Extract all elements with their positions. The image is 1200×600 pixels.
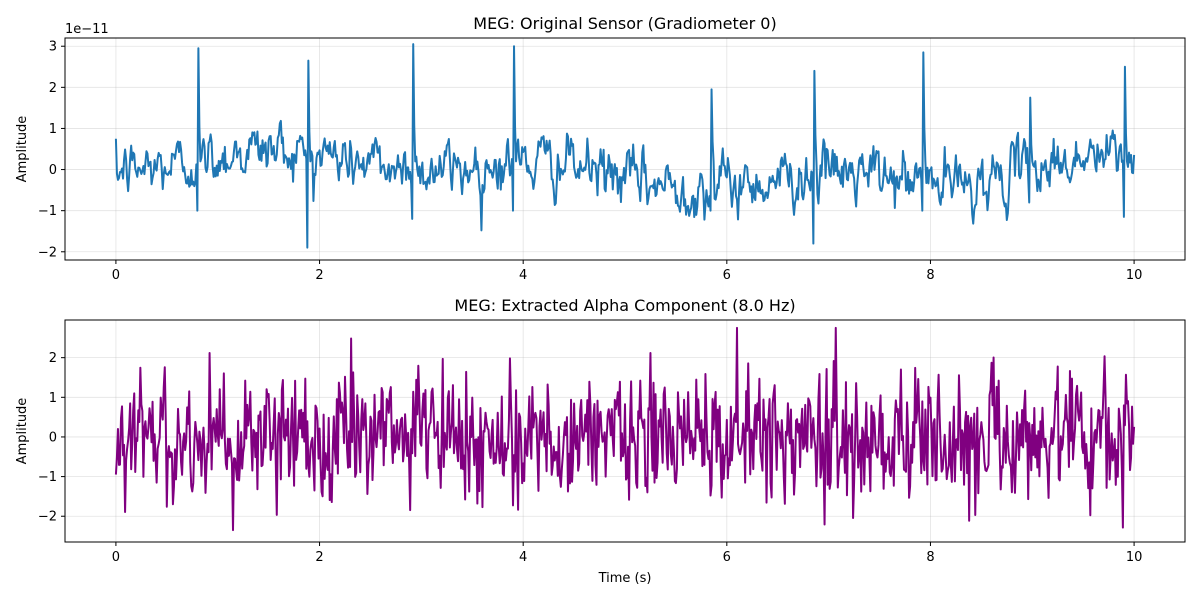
x-tick-label: 6 (723, 268, 731, 283)
bottom-axes-frame (64, 319, 1186, 543)
x-tick-label: 2 (315, 268, 323, 283)
y-tick-label: 2 (49, 81, 57, 96)
y-tick-label: 2 (49, 351, 57, 366)
x-tick-label: 4 (519, 268, 527, 283)
y-tick-label: −2 (38, 245, 57, 260)
x-tick-label: 0 (112, 268, 120, 283)
y-tick-label: 1 (49, 122, 57, 137)
x-tick-label: 2 (315, 550, 323, 565)
y-tick-label: −1 (38, 470, 57, 485)
bottom-x-axis-label: Time (s) (598, 571, 652, 586)
y-tick-label: 0 (49, 163, 57, 178)
top-ticks: 0 2 4 6 8 10 −2 −1 0 1 2 3 (38, 40, 1143, 283)
y-tick-label: −2 (38, 510, 57, 525)
x-tick-label: 4 (519, 550, 527, 565)
x-tick-label: 8 (926, 550, 934, 565)
x-tick-label: 10 (1126, 268, 1143, 283)
sensor-signal-line (114, 43, 1136, 249)
bottom-chart-title: MEG: Extracted Alpha Component (8.0 Hz) (454, 296, 795, 315)
bottom-y-axis-label: Amplitude (15, 398, 30, 465)
top-series (114, 43, 1136, 249)
x-tick-label: 8 (926, 268, 934, 283)
x-tick-label: 10 (1126, 550, 1143, 565)
x-tick-label: 6 (723, 550, 731, 565)
x-tick-label: 0 (112, 550, 120, 565)
y-tick-label: 3 (49, 40, 57, 55)
top-offset-text: 1e−11 (65, 22, 109, 37)
bottom-ticks: 0 2 4 6 8 10 −2 −1 0 1 2 (38, 351, 1143, 565)
alpha-component-line (114, 326, 1136, 532)
bottom-series (114, 326, 1136, 532)
y-tick-label: 1 (49, 391, 57, 406)
top-axes-frame (64, 37, 1186, 261)
top-subplot: 0 2 4 6 8 10 −2 −1 0 1 2 3 MEG: Original Sensor (Gr… (15, 14, 1186, 283)
top-y-axis-label: Amplitude (15, 116, 30, 183)
y-tick-label: 0 (49, 430, 57, 445)
top-chart-title: MEG: Original Sensor (Gradiometer 0) (473, 14, 776, 33)
bottom-subplot: 0 2 4 6 8 10 −2 −1 0 1 2 MEG: Extracted Alpha Comp… (15, 296, 1186, 586)
y-tick-label: −1 (38, 204, 57, 219)
